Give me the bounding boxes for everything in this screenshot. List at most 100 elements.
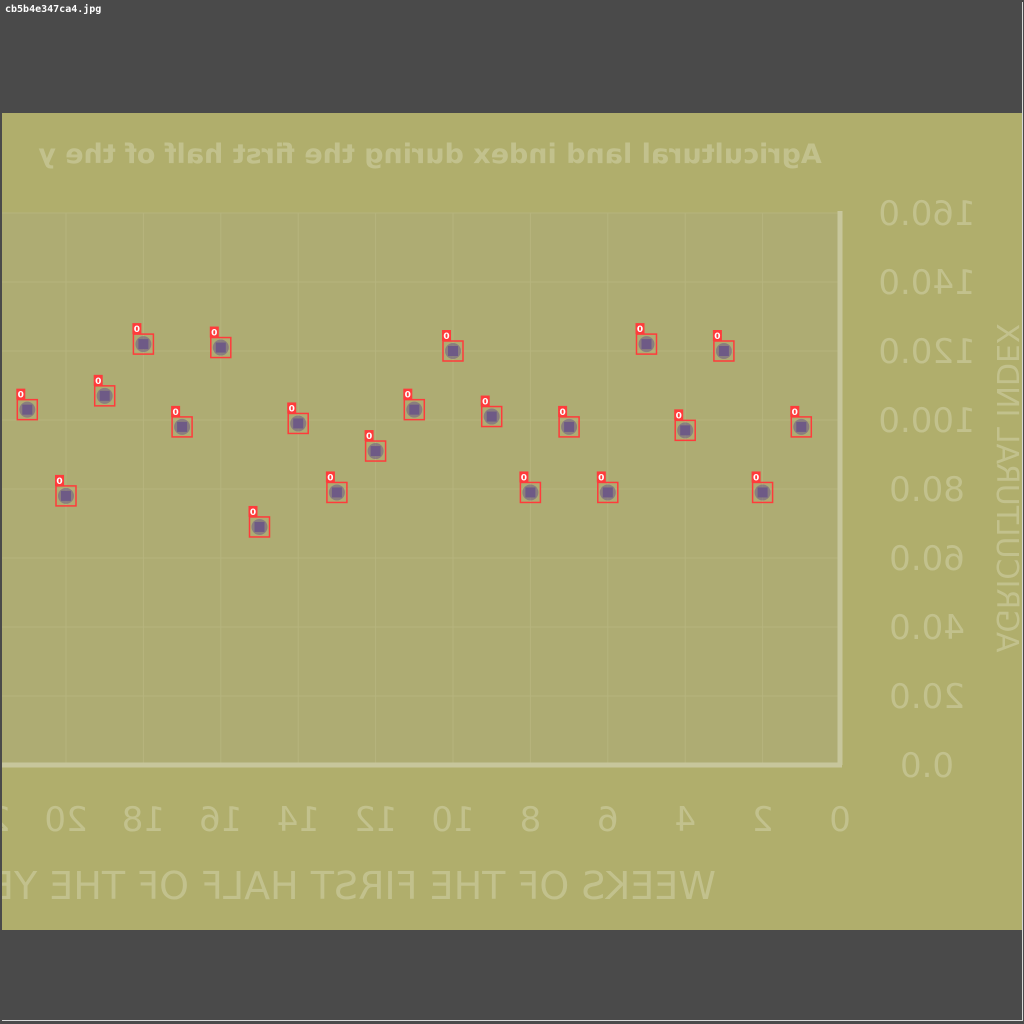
detection-label: 0 [598, 473, 604, 483]
detection-label: 0 [405, 391, 411, 401]
data-point: 0 [209, 326, 232, 359]
detection-label: 0 [18, 391, 24, 401]
scatter-chart: 0.0 20.0 40.0 60.0 80.0 100.0 120.0 140.0 160.0 0… [2, 113, 1022, 930]
detection-label-bg [596, 471, 606, 483]
detection-label-bg [519, 471, 529, 483]
data-point: 0 [171, 405, 193, 438]
detection-label: 0 [753, 473, 759, 483]
data-point: 0 [248, 505, 271, 538]
y-tick-label: 140.0 [878, 263, 975, 303]
detection-label-bg [674, 409, 684, 421]
data-point: 0 [596, 471, 619, 504]
data-point: 0 [55, 474, 77, 507]
detection-box [519, 481, 542, 504]
point-marker [486, 411, 497, 422]
y-tick-label: 160.0 [878, 194, 975, 234]
x-tick-label: 4 [674, 800, 696, 840]
detection-label-bg [248, 505, 258, 517]
point-marker [99, 390, 110, 401]
point-marker [641, 339, 652, 350]
point-marker [331, 487, 342, 498]
detection-label-bg [287, 402, 297, 414]
point-marker [409, 404, 420, 415]
point-marker [254, 521, 265, 532]
axes [2, 211, 843, 768]
data-point: 0 [712, 330, 735, 362]
data-point: 0 [93, 374, 116, 407]
detection-label: 0 [559, 408, 565, 418]
detection-label-bg [55, 474, 64, 486]
filename-label: cb5b4e347ca4.jpg [5, 4, 102, 15]
data-point: 0 [132, 323, 155, 355]
point-marker [177, 421, 188, 432]
x-tick-label: 22 [2, 800, 10, 840]
detection-label-bg [635, 323, 645, 335]
detection-label-bg [132, 323, 142, 335]
point-marker [757, 487, 768, 498]
data-point: 0 [16, 388, 39, 421]
detection-label: 0 [637, 325, 643, 335]
detection-label: 0 [211, 329, 217, 339]
point-marker [680, 425, 691, 436]
detection-label: 0 [172, 408, 178, 418]
detection-box [55, 485, 77, 507]
detection-label: 0 [714, 332, 720, 342]
y-tick-label: 40.0 [889, 608, 965, 648]
detection-box [287, 412, 309, 435]
x-tick-label: 0 [829, 800, 851, 840]
y-axis-label: AGRICULTURAL INDEX [989, 323, 1022, 652]
detection-label-bg [790, 405, 800, 417]
detection-label: 0 [134, 325, 140, 335]
data-point: 0 [751, 471, 774, 504]
detection-box [403, 398, 426, 421]
data-point: 0 [480, 395, 503, 428]
detection-label: 0 [676, 411, 682, 421]
point-marker [448, 346, 458, 356]
y-tick-label: 120.0 [878, 332, 975, 372]
detection-box [16, 398, 39, 421]
detection-box [751, 481, 774, 504]
detection-label-bg [480, 395, 490, 407]
detection-box [364, 440, 387, 462]
point-marker [293, 418, 304, 429]
x-tick-label: 18 [122, 800, 165, 840]
detection-box [713, 340, 735, 362]
x-tick-label: 20 [44, 800, 87, 840]
detection-label-bg [712, 330, 722, 341]
y-tick-label: 80.0 [889, 470, 965, 510]
detection-box [674, 419, 696, 442]
data-point: 0 [325, 471, 348, 504]
point-marker [602, 487, 613, 498]
data-point: 0 [558, 405, 580, 438]
detection-label-bg [93, 374, 103, 386]
data-point: 0 [442, 330, 464, 362]
point-marker [22, 404, 33, 415]
detection-box [132, 333, 155, 355]
point-marker [370, 446, 381, 457]
data-point: 0 [287, 402, 309, 435]
point-marker [718, 346, 729, 356]
detection-label: 0 [289, 404, 295, 414]
detection-label: 0 [327, 473, 333, 483]
x-tick-label: 10 [431, 800, 474, 840]
data-point: 0 [790, 405, 813, 438]
point-marker [525, 487, 536, 498]
detection-label: 0 [366, 432, 372, 442]
detection-box [480, 405, 503, 428]
point-marker [215, 342, 226, 353]
detection-label-bg [16, 388, 26, 400]
detection-box [442, 340, 464, 362]
detection-label-bg [364, 430, 374, 442]
detection-label-bg [751, 471, 761, 483]
detection-box [210, 336, 232, 359]
x-axis-label: WEEKS OF THE FIRST HALF OF THE YE [2, 864, 716, 908]
detection-label-bg [171, 405, 181, 417]
detection-box [597, 481, 619, 504]
y-tick-label: 100.0 [878, 401, 975, 441]
detection-box [558, 416, 580, 438]
detection-box [248, 516, 271, 538]
data-point: 0 [403, 388, 426, 421]
point-marker [138, 339, 149, 350]
data-point: 0 [364, 430, 387, 462]
chart-title: Agricultural land index during the first… [38, 139, 822, 170]
